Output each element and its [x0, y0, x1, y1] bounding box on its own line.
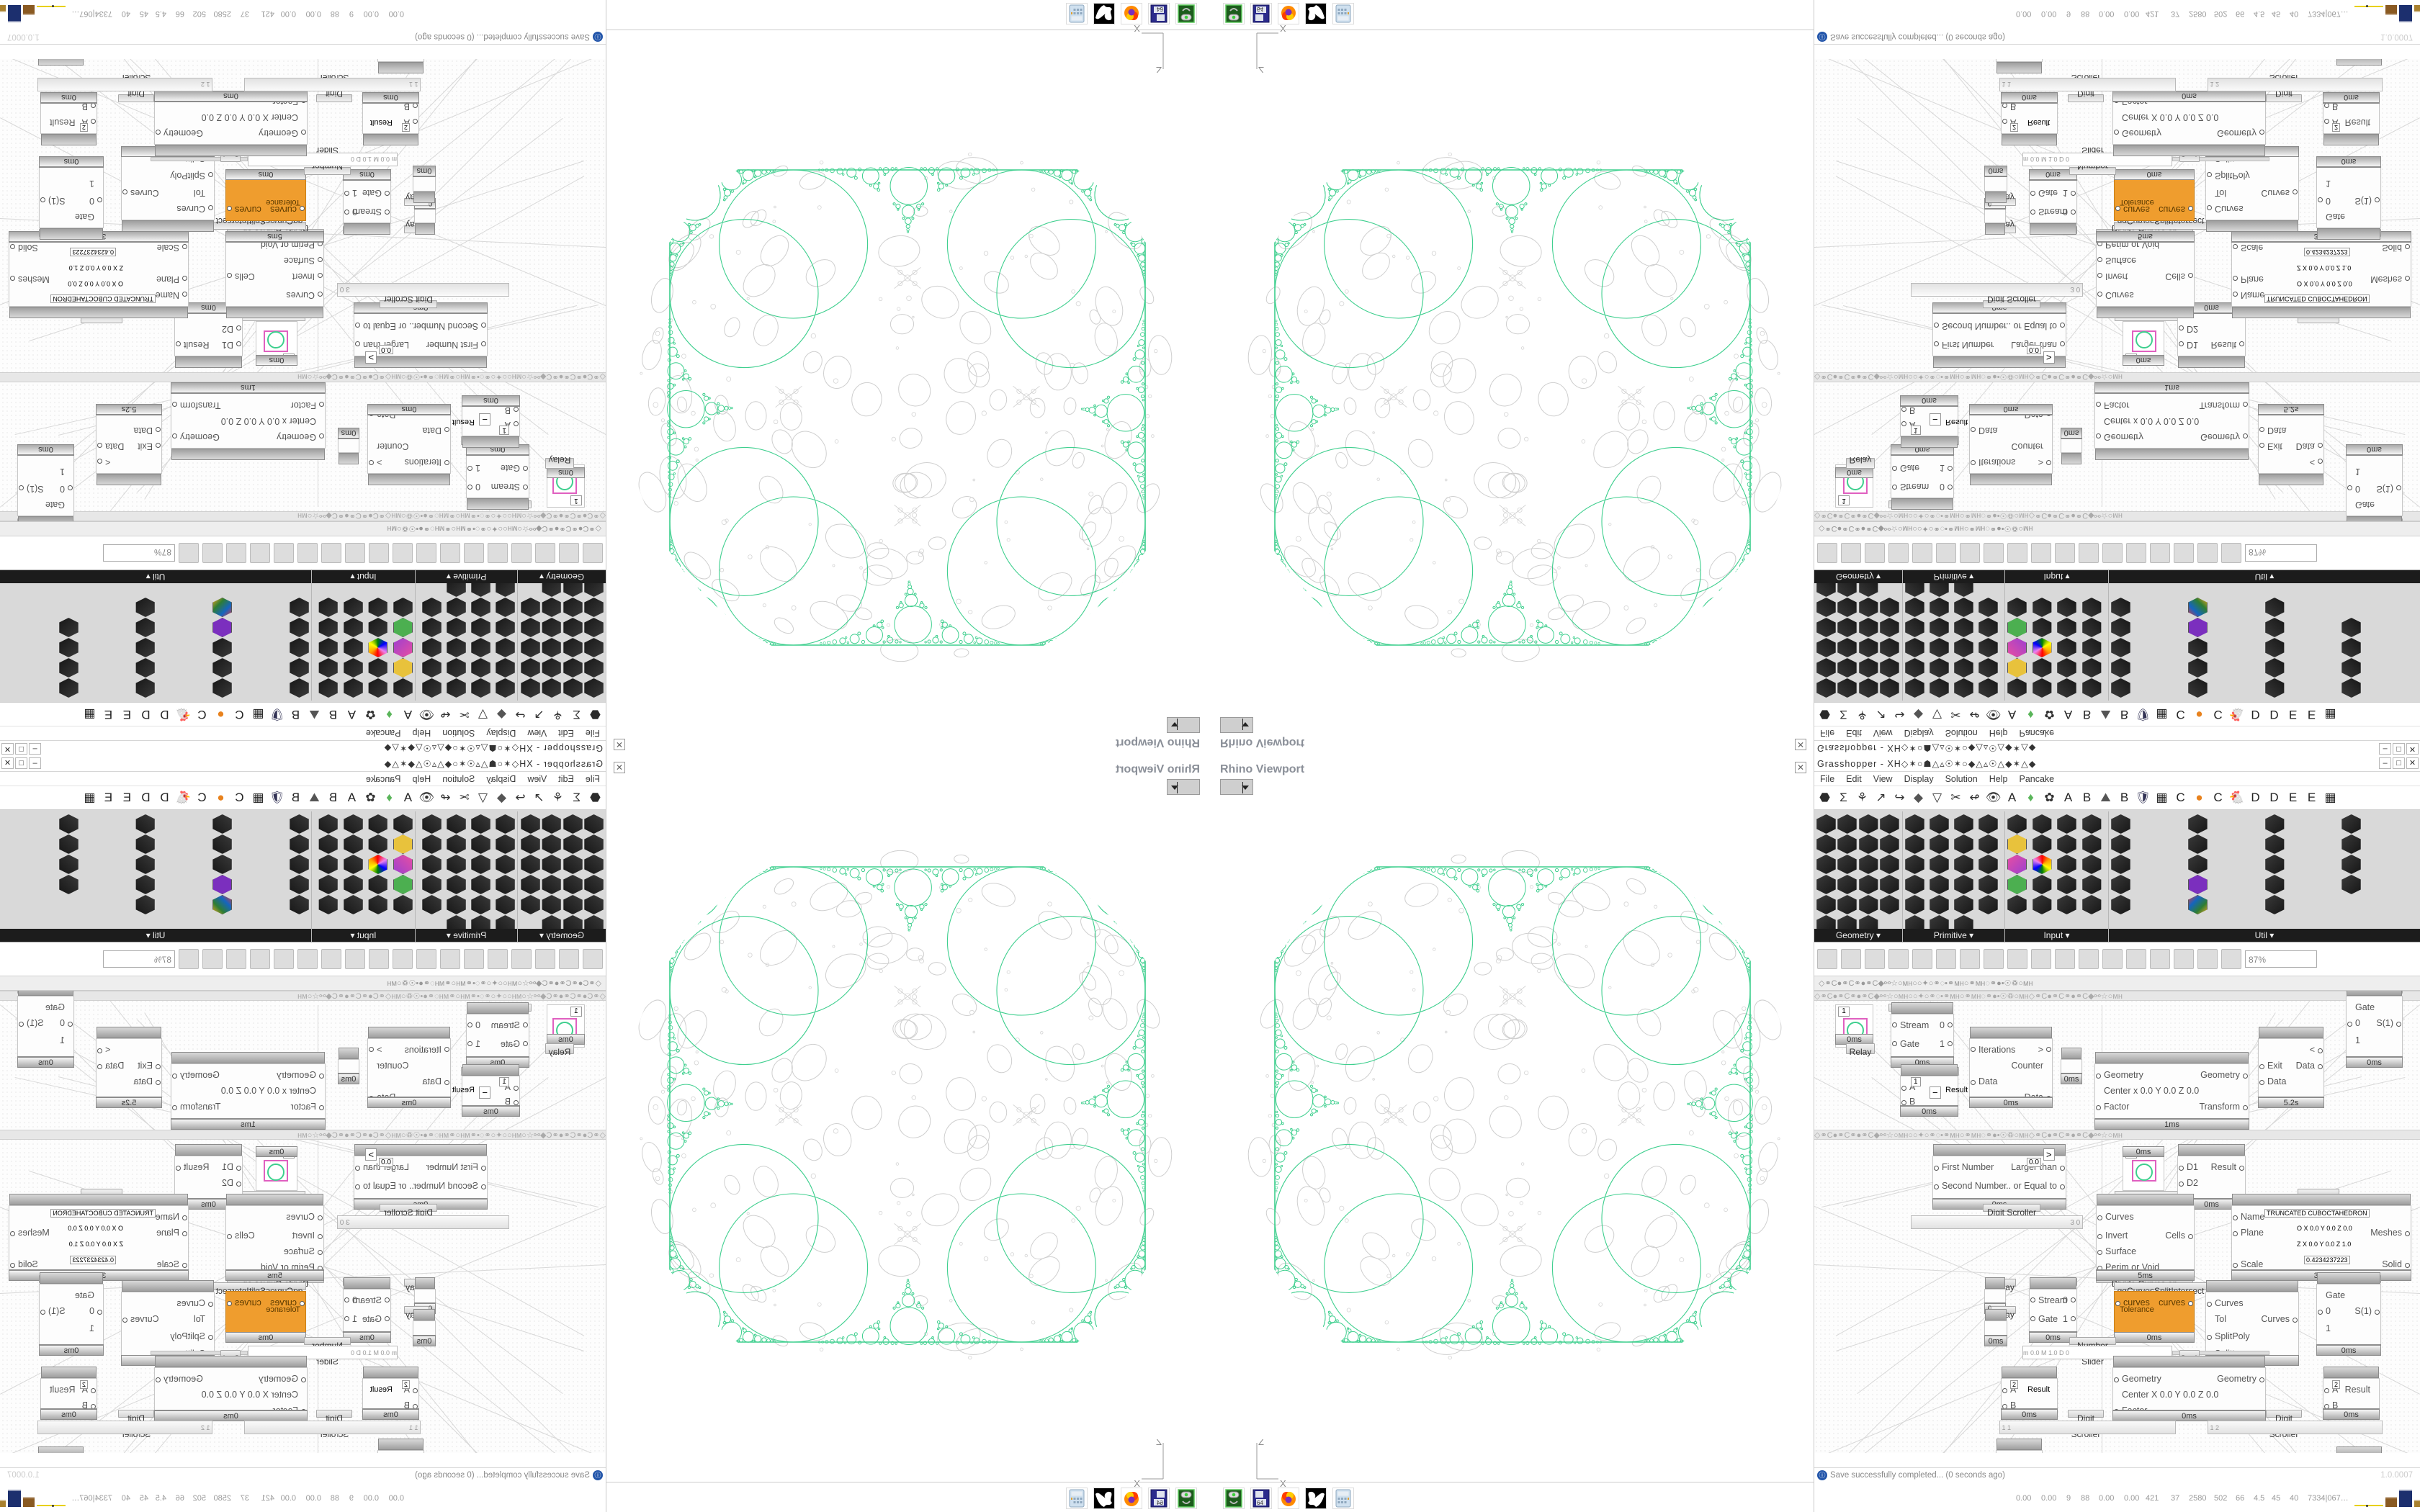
svg-text:Z: Z: [1156, 65, 1162, 73]
svg-text:Z: Z: [1258, 65, 1264, 73]
svg-text:64: 64: [1257, 1500, 1263, 1506]
svg-text:64: 64: [1157, 6, 1163, 12]
svg-text:64: 64: [1157, 1500, 1163, 1506]
svg-text:Z: Z: [1156, 1439, 1162, 1447]
svg-text:64: 64: [1257, 6, 1263, 12]
svg-text:Z: Z: [1258, 1439, 1264, 1447]
